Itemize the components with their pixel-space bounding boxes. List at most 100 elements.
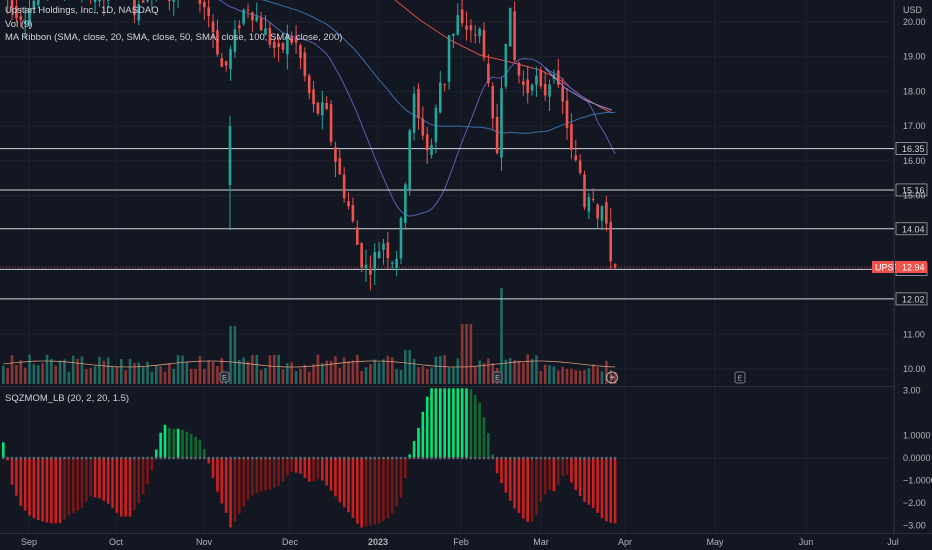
currency-label: USD	[903, 5, 923, 15]
level-tag-1[interactable]	[895, 183, 928, 197]
candle-body	[338, 158, 342, 175]
sqz-bar	[50, 458, 53, 524]
volume-bar	[307, 371, 311, 384]
volume-bar	[347, 361, 350, 384]
symbol-tag[interactable]	[872, 260, 896, 273]
sqz-legend[interactable]: SQZMOM_LB (20, 2, 20, 1.5)	[5, 393, 130, 404]
volume-bar	[504, 359, 508, 384]
sqz-bar	[596, 458, 599, 513]
sqz-bar	[382, 458, 385, 522]
earnings-marker-nov[interactable]: E	[219, 371, 230, 383]
sqz-bar	[237, 458, 241, 514]
volume-bar	[412, 358, 416, 384]
sqz-bar	[570, 458, 573, 483]
sqz-bar	[168, 427, 171, 458]
sqz-bar	[325, 458, 328, 486]
sqz-bar	[321, 458, 324, 481]
sqz-bar	[23, 458, 27, 511]
candle-body	[198, 0, 202, 4]
sqz-bar	[434, 388, 438, 458]
candle-body	[364, 264, 368, 269]
volume-bar	[233, 326, 237, 384]
ma-ribbon-legend[interactable]: MA Ribbon (SMA, close, 20, SMA, close, 5…	[5, 32, 343, 43]
candle-body	[386, 242, 390, 258]
sqz-bar	[251, 458, 254, 496]
chart-title[interactable]: Upstart Holdings, Inc., 1D, NASDAQ	[5, 5, 159, 16]
sqz-bar	[141, 458, 145, 495]
sqz-bar	[294, 458, 298, 473]
sqz-bar	[2, 442, 5, 458]
candle-body	[605, 202, 608, 224]
volume-legend[interactable]: Vol (9)	[5, 19, 33, 30]
candle-body	[203, 1, 206, 8]
sqz-bar	[312, 458, 315, 482]
volume-bar	[334, 356, 337, 384]
volume-bar	[63, 359, 66, 384]
volume-bar	[591, 364, 595, 384]
candle-body	[355, 227, 359, 245]
volume-bar	[146, 361, 149, 384]
volume-bar	[102, 360, 106, 384]
earnings-marker-may[interactable]: E	[734, 371, 746, 384]
candle-body	[404, 184, 407, 223]
candle-body	[395, 258, 398, 269]
last-price-label: 12.94	[902, 262, 925, 272]
sqz-axis[interactable]: 3.00 1.0000 0.0000 −1.0000 −2.00 −3.00	[903, 386, 932, 531]
candle-body	[390, 262, 394, 264]
sqz-bar	[146, 458, 149, 485]
sqz-bar	[189, 433, 193, 458]
volume-bar	[329, 360, 333, 384]
candle-body	[508, 7, 512, 47]
sqz-bar	[456, 388, 460, 458]
sqz-bar	[513, 458, 516, 509]
volume-bar	[28, 354, 31, 384]
last-price-tag[interactable]	[896, 260, 927, 273]
candle-body	[229, 49, 232, 70]
candle-body	[434, 107, 438, 142]
volume-bar	[58, 360, 62, 384]
candle-body	[399, 217, 403, 259]
level-tag-2[interactable]	[895, 222, 928, 236]
volume-bar	[294, 371, 298, 384]
sqz-bar	[556, 458, 560, 486]
candle-body	[360, 243, 363, 268]
candlesticks	[7, 0, 617, 291]
sqz-bar	[115, 458, 119, 513]
sqz-tick-1: 1.0000	[903, 431, 931, 441]
volume-bar	[487, 358, 490, 384]
sqz-bar	[124, 458, 127, 517]
level-tag-4[interactable]	[895, 292, 928, 306]
volume-bar	[574, 370, 578, 384]
earnings-marker-feb[interactable]: E	[492, 371, 503, 383]
time-tick-3: Dec	[282, 537, 299, 547]
volume-bar	[316, 354, 320, 384]
price-tick-5: 15.00	[903, 191, 926, 201]
sqz-bar	[342, 458, 346, 508]
candle-body	[10, 0, 14, 9]
sqz-bar	[316, 458, 320, 480]
level-tag-0[interactable]	[895, 142, 928, 155]
sqz-bar	[404, 458, 407, 479]
dividend-flash-icon[interactable]	[606, 371, 618, 384]
candle-body	[137, 3, 141, 21]
candle-body	[417, 88, 420, 119]
candle-body	[613, 264, 617, 268]
sqz-bar	[495, 458, 499, 474]
volume-bar	[54, 365, 58, 384]
price-tick-0: 20.00	[903, 17, 926, 27]
volume-bar	[364, 367, 368, 384]
price-axis[interactable]: 20.00 19.00 18.00 17.00 16.00 15.00 11.00 10.00	[903, 17, 926, 374]
sqz-bar	[41, 458, 44, 522]
time-axis[interactable]: Sep Oct Nov Dec 2023 Feb Mar Apr May Jun Jul	[21, 537, 899, 547]
price-tick-7: 10.00	[903, 364, 926, 374]
candle-body	[106, 0, 110, 1]
volume-bar	[539, 371, 543, 384]
volume-bar	[50, 359, 53, 384]
sqz-bar	[76, 458, 79, 511]
candle-body	[504, 43, 508, 87]
sqz-tick-0: 3.00	[903, 386, 921, 396]
sqz-bar	[460, 388, 464, 458]
candle-body	[307, 75, 311, 94]
